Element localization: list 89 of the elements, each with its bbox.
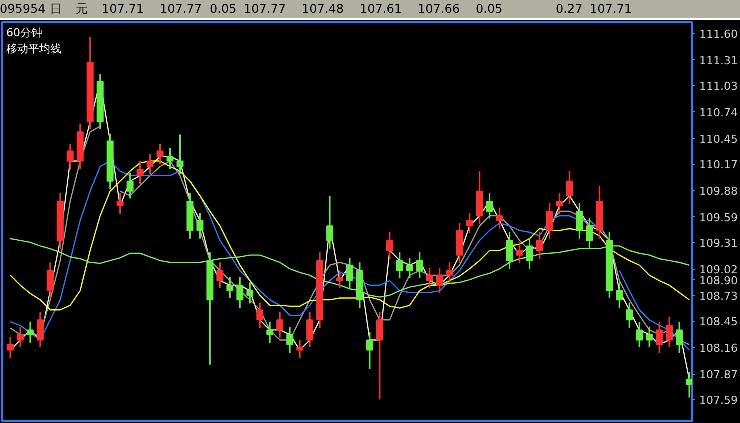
- text: 107.71: [102, 1, 145, 18]
- candlestick: [236, 276, 244, 310]
- candlestick: [396, 252, 404, 279]
- text: 095954: [0, 1, 47, 18]
- y-tick-label: 109.02: [700, 264, 738, 277]
- candlestick: [646, 326, 654, 348]
- candlestick: [656, 321, 664, 354]
- y-tick-label: 111.60: [700, 28, 738, 41]
- candlestick: [346, 257, 354, 289]
- candlestick: [626, 302, 634, 330]
- y-tick-label: 108.45: [700, 316, 738, 329]
- text: 107.48: [302, 1, 345, 18]
- candlestick: [516, 242, 524, 264]
- candlestick: [136, 160, 144, 185]
- candlestick: [26, 321, 34, 344]
- candlestick: [166, 148, 174, 170]
- candlestick: [406, 257, 414, 279]
- candlestick: [226, 276, 234, 299]
- y-tick-label: 108.90: [700, 274, 738, 288]
- candlestick: [6, 336, 14, 360]
- candlestick: [496, 207, 504, 230]
- candlestick: [336, 270, 344, 289]
- candlestick: [546, 202, 554, 240]
- candlestick: [306, 311, 314, 348]
- candlestick: [326, 195, 334, 250]
- text: 移动平均线: [6, 42, 62, 56]
- candlestick: [376, 311, 384, 400]
- y-tick-label: 109.31: [700, 237, 738, 250]
- candlestick: [16, 326, 24, 348]
- candlestick: [576, 202, 584, 240]
- y-tick-label: 110.45: [700, 132, 738, 146]
- candlestick: [286, 326, 294, 354]
- candlestick: [246, 282, 254, 304]
- chart-title: 60分钟: [6, 26, 42, 40]
- candlestick: [196, 212, 204, 240]
- candlestick: [566, 170, 574, 205]
- candlestick: [66, 143, 74, 170]
- candlestick: [556, 192, 564, 215]
- text: 元: [76, 1, 89, 18]
- y-tick-label: 107.87: [700, 368, 738, 382]
- y-tick-label: 109.59: [700, 211, 738, 224]
- text: 107.71: [590, 1, 633, 18]
- candlestick: [536, 232, 544, 260]
- candlestick: [46, 262, 54, 299]
- y-tick-label: 110.74: [700, 106, 738, 120]
- candlestick: [176, 134, 184, 175]
- candlestick: [666, 316, 674, 348]
- text: 日: [50, 1, 63, 18]
- candlestick: [116, 192, 124, 215]
- candlestick: [146, 153, 154, 175]
- text: 0.05: [210, 1, 238, 18]
- text: 107.66: [418, 1, 461, 18]
- candlestick: [676, 321, 684, 354]
- candlestick: [366, 331, 374, 370]
- line-series: [10, 238, 690, 298]
- text: 107.77: [244, 1, 287, 18]
- candlestick: [616, 282, 624, 310]
- candlestick: [586, 217, 594, 250]
- candlestick: [446, 262, 454, 284]
- candlestick: [216, 262, 224, 289]
- y-tick-label: 108.16: [700, 342, 738, 356]
- candlestick: [436, 267, 444, 294]
- y-tick-label: 107.59: [700, 394, 738, 408]
- y-tick-label: 109.88: [700, 185, 738, 198]
- candlestick: [526, 237, 534, 270]
- candlestick: [386, 232, 394, 260]
- candlestick: [156, 143, 164, 165]
- candlestick: [686, 371, 692, 399]
- candlestick: [126, 172, 134, 200]
- y-tick-label: 110.17: [700, 158, 738, 172]
- candlestick: [276, 311, 284, 340]
- candlestick: [266, 321, 274, 344]
- y-tick-label: 111.31: [700, 54, 738, 68]
- text: 0.05: [476, 1, 504, 18]
- text: 107.77: [160, 1, 203, 18]
- text: 0.27: [556, 1, 584, 18]
- candlestick: [466, 212, 474, 234]
- candlestick: [506, 232, 514, 270]
- candlestick: [636, 321, 644, 348]
- text: 107.61: [360, 1, 403, 18]
- candlestick: [486, 192, 494, 220]
- candlestick: [256, 302, 264, 330]
- candlestick: [296, 339, 304, 360]
- y-tick-label: 111.03: [700, 80, 738, 93]
- line-series: [10, 160, 690, 311]
- candlestick: [416, 252, 424, 279]
- y-tick-label: 108.73: [700, 290, 738, 303]
- candlestick: [36, 311, 44, 348]
- candlestick: [426, 267, 434, 289]
